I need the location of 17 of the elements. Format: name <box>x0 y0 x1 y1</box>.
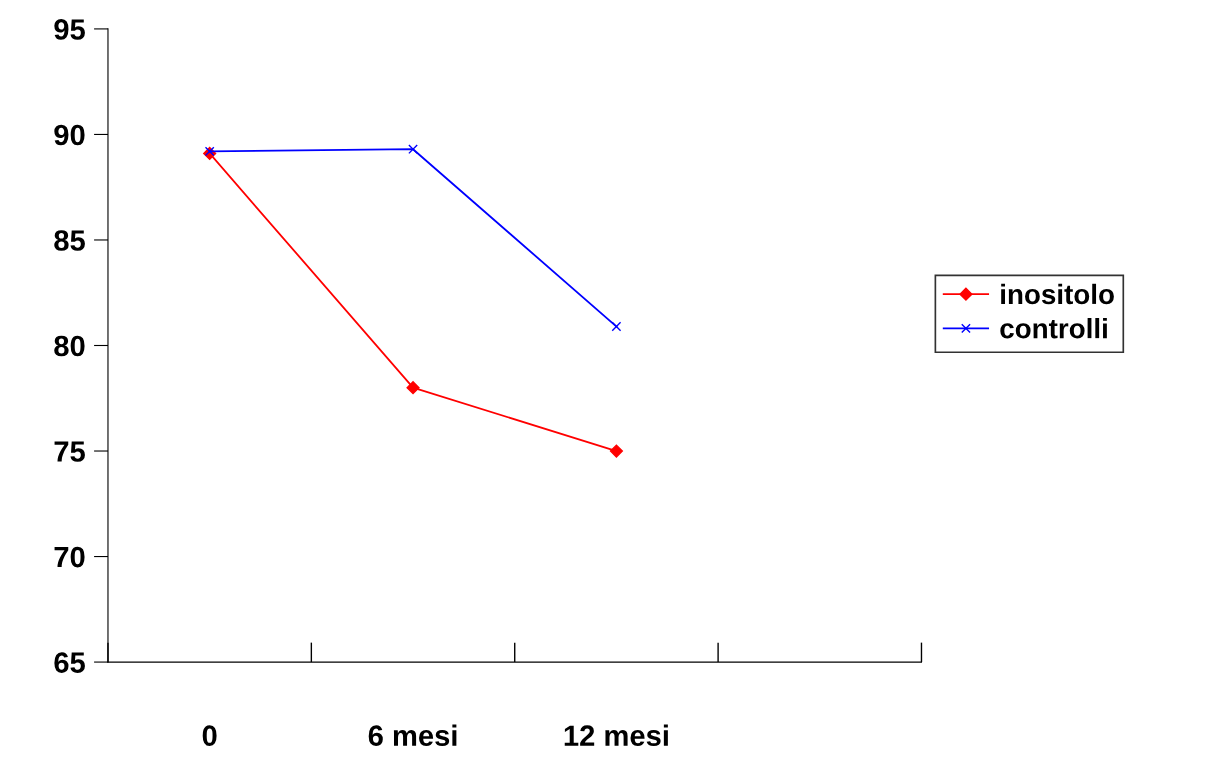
point <box>611 321 622 332</box>
y-tick-label: 75 <box>54 441 85 462</box>
legend-label: inositolo <box>1001 283 1114 305</box>
point <box>609 444 624 458</box>
point <box>408 144 418 155</box>
y-tick-label: 65 <box>54 652 85 673</box>
x-tick-label: 0 <box>202 725 217 746</box>
x-tick-label: 12 mesi <box>564 724 668 746</box>
legend-label: controlli <box>1000 318 1107 339</box>
y-tick-label: 90 <box>54 124 85 146</box>
x-tick-label: 6 mesi <box>368 724 457 746</box>
y-tick-label: 95 <box>54 19 85 40</box>
point <box>204 146 215 157</box>
y-tick-label: 80 <box>54 335 85 357</box>
y-tick-label: 70 <box>54 546 85 568</box>
y-tick-label: 85 <box>54 230 85 251</box>
point <box>406 381 420 395</box>
